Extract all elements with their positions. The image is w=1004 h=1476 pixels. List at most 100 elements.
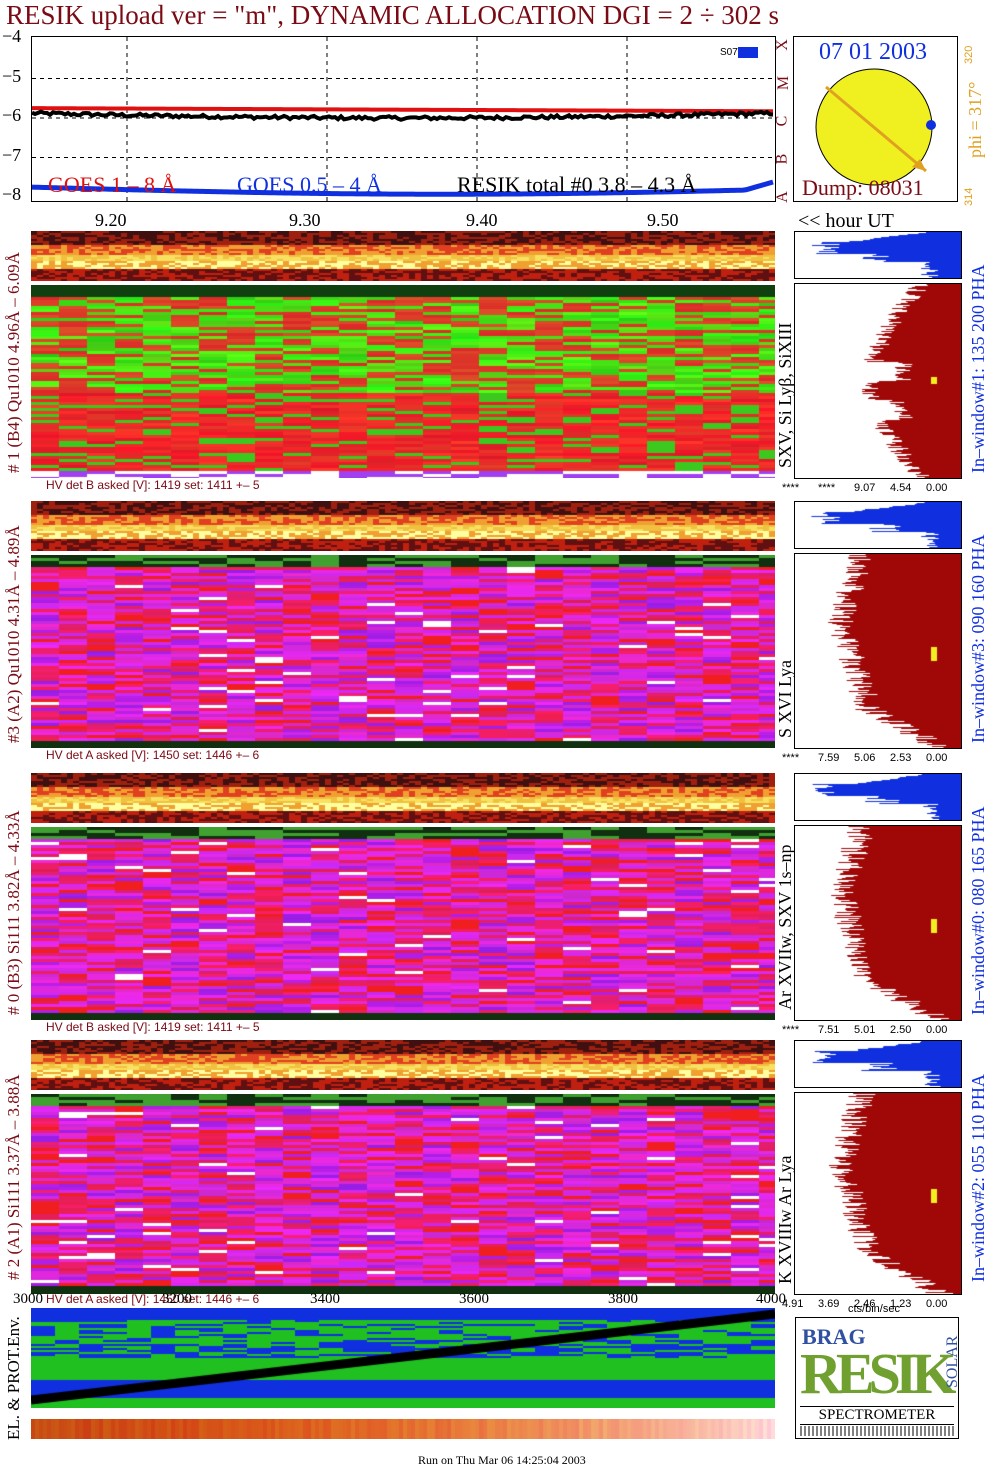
channel-label: # 2 (A1) Si111 3.37Å – 3.88Å (4, 1074, 23, 1280)
env-x-tick: 3600 (459, 1291, 489, 1307)
spectral-line-label: SXV, Si Lyβ, SiXIII (775, 322, 795, 468)
class-letter: A (773, 191, 791, 203)
channel-heatmap (31, 827, 775, 1020)
legend-resik: RESIK total #0 3.8 – 4.3 Å (457, 172, 697, 197)
marker-text: S07 (720, 47, 738, 59)
channel-stripe (31, 773, 775, 823)
profile-axis-tick: 2.53 (890, 752, 912, 764)
pha-mini-histogram (794, 231, 962, 279)
profile-axis-tick: **** (782, 1024, 800, 1036)
channel-heatmap (31, 555, 775, 748)
profile-axis-tick: 0.00 (926, 1298, 948, 1310)
lc-y-tick: −6 (2, 105, 22, 125)
time-tick: 9.30 (289, 210, 321, 230)
channel-stripe-heatmap (31, 773, 775, 823)
spectral-line-label: Ar XVIIw, SXV 1s–np (775, 844, 795, 1011)
cts-label: cts/bin/sec (848, 1303, 900, 1315)
spectrum-profile (794, 825, 962, 1021)
window-label: In–window#3: 090 160 PHA (968, 534, 988, 743)
window-label: In–window#1: 135 200 PHA (968, 264, 988, 473)
profile-axis-tick: 9.07 (854, 482, 876, 494)
class-letter: M (775, 75, 793, 91)
phi-label: phi = 317° (965, 81, 985, 158)
lightcurve-plot (32, 37, 775, 201)
time-tick: 9.20 (95, 210, 127, 230)
env-strip (31, 1419, 775, 1439)
env-x-tick: 4000 (756, 1291, 786, 1307)
footer-text: Run on Thu Mar 06 14:25:04 2003 (418, 1453, 586, 1467)
hv-readout: HV det A asked [V]: 1450 set: 1446 +– 6 (46, 748, 260, 762)
channel-spectrogram (31, 827, 775, 1020)
sun-disk (815, 68, 936, 186)
phi-top: 320 (963, 45, 975, 64)
profile-axis-tick: 7.59 (818, 752, 840, 764)
time-tick: 9.40 (466, 210, 498, 230)
env-heatmap (31, 1308, 775, 1408)
spectrum-profile-bars (795, 554, 961, 748)
logo-solar: SOLAR (944, 1335, 959, 1388)
env-x-tick: 3400 (310, 1291, 340, 1307)
pha-mini-histogram (794, 773, 962, 821)
channel-stripe-heatmap (31, 231, 775, 281)
spectrum-profile-bars (795, 826, 961, 1020)
time-tick: 9.50 (647, 210, 679, 230)
env-panel (31, 1308, 775, 1408)
pha-mini-bars (795, 502, 961, 548)
hour-ut-label: << hour UT (798, 210, 894, 232)
pha-mini-bars (795, 1041, 961, 1087)
spectral-line-label: K XVIIIw Ar Lya (775, 1155, 795, 1284)
spectrum-profile-bars (795, 1093, 961, 1294)
channel-heatmap (31, 1094, 775, 1294)
sun-date: 07 01 2003 (819, 39, 927, 65)
pha-mini-histogram (794, 1040, 962, 1088)
window-label: In–window#0: 080 165 PHA (968, 806, 988, 1015)
resik-total-curve (32, 109, 774, 122)
logo-resik: RESIK (800, 1341, 956, 1406)
spectral-line-label: S XVI Lya (775, 660, 795, 738)
hv-readout: HV det A asked [V]: 1450 set: 1446 +– 6 (46, 1292, 260, 1306)
pha-mini-histogram (794, 501, 962, 549)
spectrum-profile (794, 553, 962, 749)
channel-label: # 0 (B3) Si111 3.82Å – 4.33Å (4, 810, 23, 1015)
profile-axis-tick: 0.00 (926, 752, 948, 764)
channel-spectrogram (31, 555, 775, 748)
channel-heatmap (31, 285, 775, 478)
profile-axis-tick: **** (782, 752, 800, 764)
env-x-tick: 3000 (13, 1291, 43, 1307)
channel-stripe-heatmap (31, 1040, 775, 1090)
lightcurve-panel: GOES 1 – 8 Å GOES 0.5 – 4 Å RESIK total … (31, 36, 776, 202)
spectrum-profile (794, 283, 962, 479)
env-color-strip (31, 1419, 775, 1439)
env-x-tick: 3800 (608, 1291, 638, 1307)
profile-axis-tick: 5.06 (854, 752, 876, 764)
lc-y-tick: −8 (2, 184, 22, 204)
channel-label: # 1 (B4) Qu1010 4.96Å – 6.09Å (4, 252, 23, 473)
profile-axis-tick: 0.00 (926, 482, 948, 494)
page-title: RESIK upload ver = "m", DYNAMIC ALLOCATI… (6, 0, 780, 30)
spectrum-profile-bars (795, 284, 961, 478)
phi-bottom: 314 (963, 187, 975, 206)
spectrum-profile (794, 1092, 962, 1295)
class-letter: X (773, 39, 791, 51)
channel-stripe (31, 1040, 775, 1090)
logo-fineprint (800, 1426, 954, 1436)
hv-readout: HV det B asked [V]: 1419 set: 1411 +– 5 (46, 1020, 260, 1034)
legend-goes05: GOES 0.5 – 4 Å (237, 172, 382, 197)
profile-axis-tick: 3.69 (818, 1298, 840, 1310)
logo-caption: SPECTROMETER (800, 1406, 954, 1425)
channel-label: #3 (A2) Qu1010 4.31Å – 4.89Å (4, 525, 23, 743)
profile-axis-tick: 0.00 (926, 1024, 948, 1036)
logo-bragg: BRAG (802, 1324, 866, 1349)
lc-y-tick: −4 (2, 26, 22, 46)
profile-axis-tick: 2.46 (854, 1298, 876, 1310)
pha-mini-bars (795, 232, 961, 278)
env-x-tick: 3200 (162, 1291, 192, 1307)
profile-axis-tick: **** (782, 482, 800, 494)
goes-05-4-curve (32, 179, 774, 197)
sun-panel: 07 01 2003 Dump: 08031 (793, 36, 958, 202)
lc-y-tick: −5 (2, 65, 22, 86)
class-letter: B (773, 153, 791, 165)
channel-spectrogram (31, 1094, 775, 1294)
class-letter: C (773, 115, 791, 127)
hv-readout: HV det B asked [V]: 1419 set: 1411 +– 5 (46, 478, 260, 492)
